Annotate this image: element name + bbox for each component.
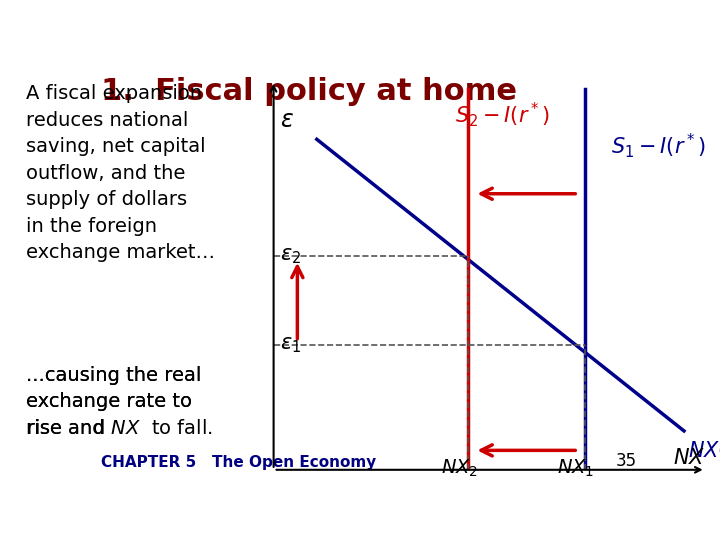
Text: $NX(\varepsilon)$: $NX(\varepsilon)$ bbox=[688, 438, 720, 462]
Text: $\varepsilon_1$: $\varepsilon_1$ bbox=[280, 335, 301, 355]
Text: CHAPTER 5   The Open Economy: CHAPTER 5 The Open Economy bbox=[101, 455, 377, 470]
Text: 35: 35 bbox=[616, 452, 637, 470]
Text: $NX_2$: $NX_2$ bbox=[441, 458, 478, 480]
Text: $S_1 - I(r^*)$: $S_1 - I(r^*)$ bbox=[611, 132, 705, 160]
Text: $NX$: $NX$ bbox=[673, 448, 706, 468]
Text: 1.  Fiscal policy at home: 1. Fiscal policy at home bbox=[101, 77, 517, 106]
Text: ...causing the real
exchange rate to
rise and $\mathit{NX}$  to fall.: ...causing the real exchange rate to ris… bbox=[27, 366, 213, 438]
Text: ...causing the real
exchange rate to
rise and: ...causing the real exchange rate to ris… bbox=[27, 366, 202, 438]
Text: $NX_1$: $NX_1$ bbox=[557, 458, 595, 480]
Text: $\varepsilon_2$: $\varepsilon_2$ bbox=[280, 246, 301, 266]
Text: $\varepsilon$: $\varepsilon$ bbox=[280, 108, 294, 132]
Text: A fiscal expansion
reduces national
saving, net capital
outflow, and the
supply : A fiscal expansion reduces national savi… bbox=[27, 84, 215, 262]
Text: $S_2 - I(r^*)$: $S_2 - I(r^*)$ bbox=[455, 100, 549, 129]
